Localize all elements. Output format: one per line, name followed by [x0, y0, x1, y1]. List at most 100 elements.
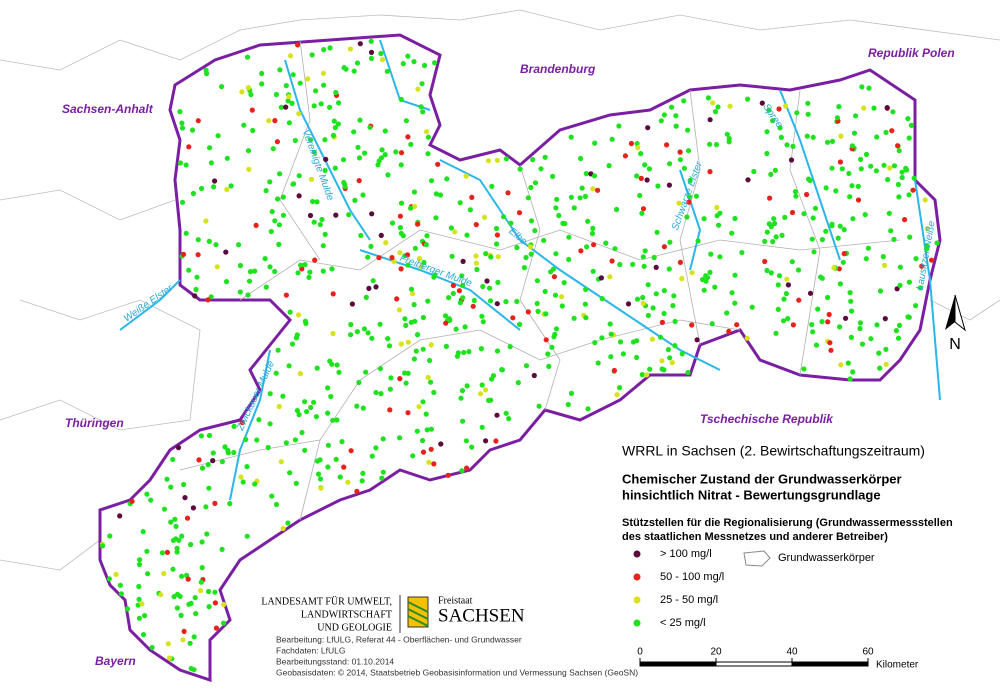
legend-swatch: [633, 596, 641, 604]
station: [403, 322, 409, 328]
station: [246, 166, 252, 172]
station: [825, 319, 831, 325]
station: [707, 169, 713, 175]
station: [717, 254, 723, 260]
station: [396, 307, 403, 313]
region-label: Thüringen: [65, 416, 124, 430]
station: [287, 53, 294, 59]
station: [532, 228, 538, 234]
station: [181, 628, 187, 635]
station: [556, 212, 562, 219]
station: [231, 449, 237, 456]
station: [223, 249, 229, 255]
station: [313, 414, 319, 420]
station: [397, 225, 403, 231]
station: [184, 515, 191, 521]
station: [144, 491, 150, 497]
station: [378, 232, 384, 238]
station: [857, 320, 864, 326]
station: [480, 319, 486, 325]
station: [462, 324, 468, 330]
station: [336, 369, 342, 375]
station: [289, 341, 296, 347]
station: [849, 183, 855, 189]
station: [862, 212, 868, 218]
station: [213, 625, 219, 631]
station: [766, 107, 772, 113]
station: [553, 205, 559, 211]
station: [640, 254, 646, 260]
station: [369, 211, 375, 217]
station: [793, 193, 799, 199]
background-lines: [0, 9, 1000, 571]
station: [628, 140, 635, 147]
station: [762, 238, 768, 244]
station: [280, 194, 286, 200]
station: [325, 464, 331, 470]
station: [295, 312, 302, 318]
station: [464, 465, 470, 471]
station: [296, 193, 302, 199]
station: [322, 231, 328, 237]
station: [308, 404, 314, 411]
station: [506, 416, 512, 422]
station: [206, 432, 213, 439]
station: [309, 52, 315, 58]
station: [267, 421, 273, 427]
station: [357, 41, 363, 47]
station: [247, 269, 254, 275]
station: [634, 141, 640, 147]
station: [521, 265, 528, 271]
station: [354, 60, 361, 66]
station: [270, 146, 276, 152]
credit-line: Bearbeitung: LfULG, Referat 44 - Oberflä…: [276, 634, 522, 644]
station: [685, 127, 691, 133]
station: [443, 320, 449, 326]
station: [363, 369, 369, 375]
station: [885, 177, 891, 183]
station: [714, 213, 720, 219]
station: [494, 232, 500, 238]
station: [356, 379, 362, 386]
station: [224, 155, 230, 161]
station: [874, 134, 880, 140]
station: [195, 118, 201, 124]
station: [649, 336, 656, 342]
station: [877, 365, 883, 371]
station: [583, 286, 589, 292]
station: [868, 163, 874, 169]
station: [347, 46, 353, 52]
station: [881, 262, 888, 268]
station: [333, 89, 339, 96]
station: [565, 401, 571, 408]
station: [331, 118, 337, 124]
station: [561, 280, 567, 286]
station: [311, 399, 317, 405]
station: [515, 380, 521, 386]
station: [560, 220, 566, 226]
station: [764, 229, 770, 235]
station: [341, 464, 347, 470]
station: [638, 151, 644, 157]
station: [891, 163, 898, 169]
station: [267, 264, 273, 270]
station: [142, 613, 148, 619]
legend-swatch: [633, 550, 641, 558]
station: [480, 283, 486, 290]
station: [835, 235, 841, 241]
station: [250, 127, 256, 134]
station: [283, 83, 289, 89]
station: [694, 337, 700, 343]
station: [516, 210, 523, 216]
station: [177, 109, 183, 115]
station: [716, 222, 722, 228]
station: [384, 68, 390, 74]
station: [494, 348, 501, 354]
station: [485, 158, 492, 164]
station: [298, 262, 304, 268]
station: [352, 197, 358, 203]
station: [473, 260, 479, 266]
station: [432, 272, 438, 278]
station: [790, 322, 797, 328]
